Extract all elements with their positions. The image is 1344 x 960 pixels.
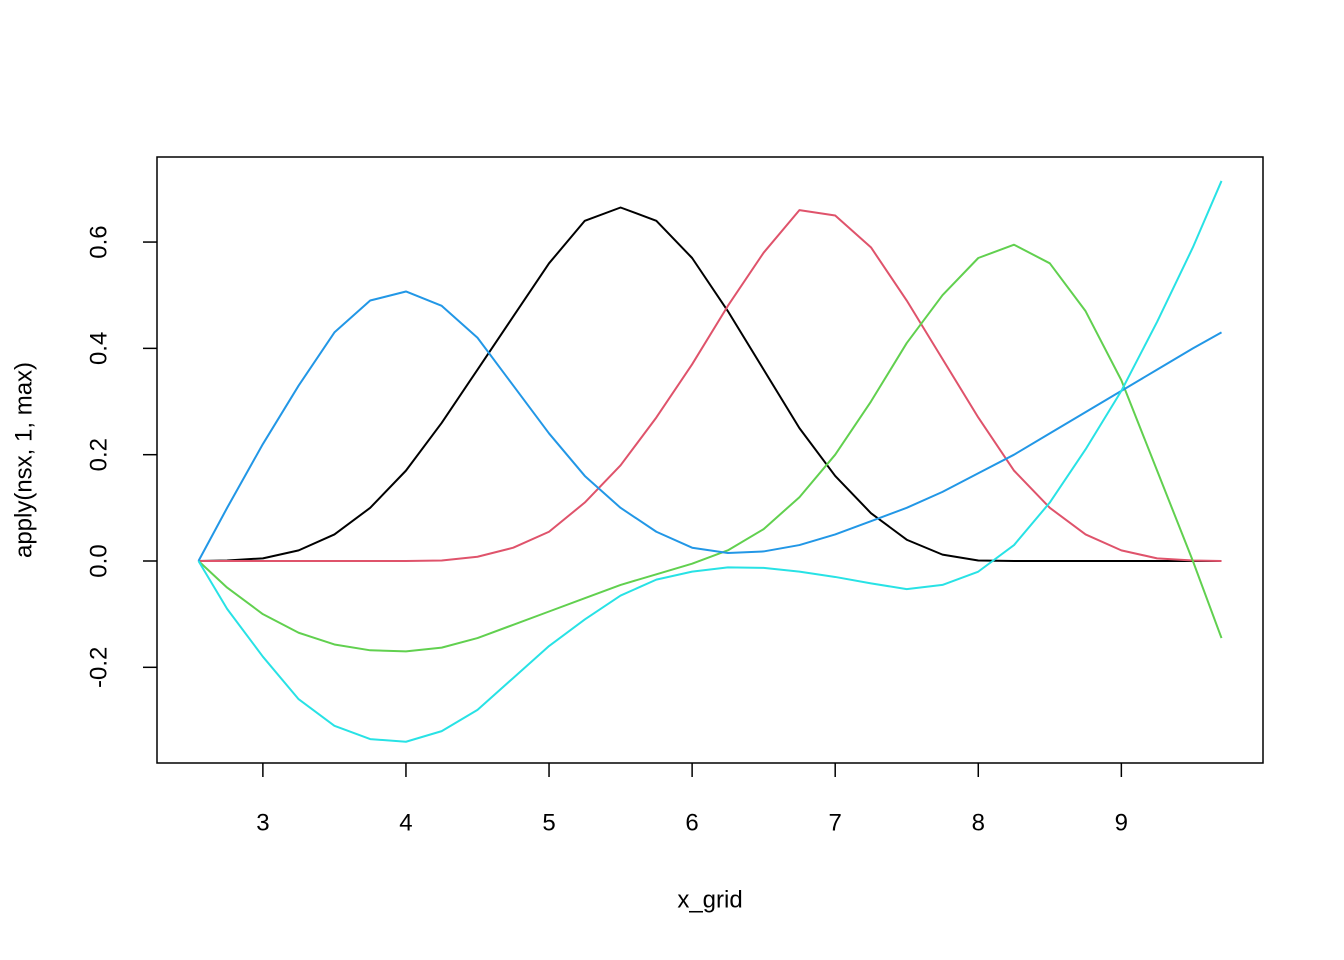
x-tick-label: 5 bbox=[542, 809, 555, 836]
series-line bbox=[198, 209, 1222, 562]
series-line bbox=[197, 243, 1223, 653]
x-tick-label: 7 bbox=[829, 809, 842, 836]
series-line bbox=[197, 290, 1222, 562]
x-tick-label: 8 bbox=[972, 809, 985, 836]
y-axis-label: apply(nsx, 1, max) bbox=[10, 362, 37, 558]
y-tick-label: 0.4 bbox=[85, 332, 112, 365]
x-axis-label: x_grid bbox=[677, 886, 742, 913]
y-tick-label: -0.2 bbox=[85, 647, 112, 688]
x-tick-label: 4 bbox=[399, 809, 412, 836]
x-tick-label: 3 bbox=[256, 809, 269, 836]
series-line bbox=[198, 206, 1222, 562]
y-tick-label: 0.6 bbox=[85, 225, 112, 258]
series-line bbox=[197, 180, 1223, 743]
x-tick-label: 6 bbox=[685, 809, 698, 836]
y-tick-label: 0.0 bbox=[85, 544, 112, 577]
plot-box bbox=[156, 156, 1264, 764]
x-tick-label: 9 bbox=[1115, 809, 1128, 836]
y-tick-label: 0.2 bbox=[85, 438, 112, 471]
